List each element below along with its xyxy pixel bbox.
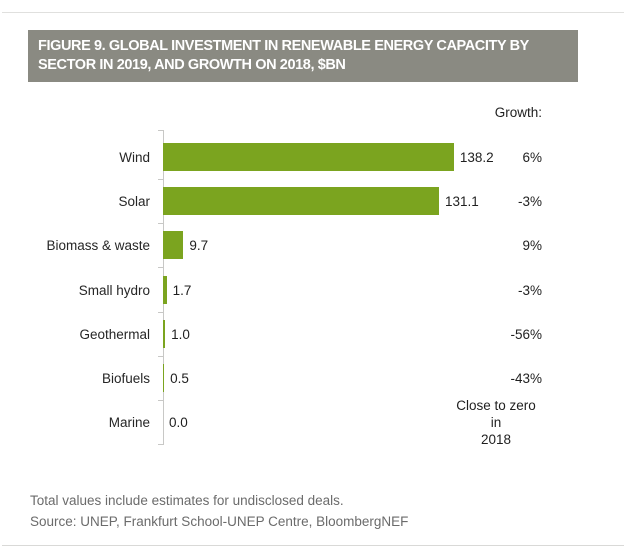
figure-title-line1: FIGURE 9. GLOBAL INVESTMENT IN RENEWABLE… [38, 38, 529, 54]
figure-title-line2: SECTOR IN 2019, AND GROWTH ON 2018, $BN [38, 57, 346, 73]
footer-note: Total values include estimates for undis… [30, 493, 344, 508]
figure-title-box: FIGURE 9. GLOBAL INVESTMENT IN RENEWABLE… [28, 30, 578, 82]
category-label-biofuels: Biofuels [101, 370, 150, 386]
bar-biomass-waste [163, 231, 184, 259]
figure-footer: Total values include estimates for undis… [30, 490, 408, 532]
page-edge-bottom [2, 545, 624, 546]
value-label-geothermal: 1.0 [171, 326, 190, 342]
bar-biofuels [163, 364, 165, 392]
category-label-wind: Wind [119, 149, 150, 165]
growth-column-header: Growth: [494, 105, 542, 120]
chart-row-small-hydro: Small hydro 1.7 -3% [0, 268, 545, 312]
growth-value-biomass-waste: 9% [522, 237, 542, 253]
axis-tick [158, 130, 163, 131]
chart-row-geothermal: Geothermal 1.0 -56% [0, 312, 545, 356]
chart-row-marine: Marine 0.0 Close to zero in 2018 [0, 398, 545, 447]
category-label-solar: Solar [118, 193, 150, 209]
value-label-solar: 131.1 [445, 193, 479, 209]
chart-row-biofuels: Biofuels 0.5 -43% [0, 356, 545, 400]
category-label-marine: Marine [108, 414, 150, 430]
bar-solar [163, 187, 439, 215]
axis-tick [158, 179, 163, 180]
chart-row-wind: Wind 138.2 6% [0, 135, 545, 179]
category-label-small-hydro: Small hydro [78, 282, 150, 298]
bar-small-hydro [163, 276, 167, 304]
growth-value-wind: 6% [522, 149, 542, 165]
axis-tick [158, 223, 163, 224]
value-label-wind: 138.2 [459, 149, 494, 165]
growth-value-solar: -3% [517, 193, 542, 209]
growth-value-geothermal: -56% [510, 326, 542, 342]
value-label-marine: 0.0 [169, 414, 188, 430]
bar-wind [163, 143, 454, 171]
bar-geothermal [163, 320, 166, 348]
value-label-biomass-waste: 9.7 [189, 237, 209, 253]
chart-row-solar: Solar 131.1 -3% [0, 179, 545, 223]
category-label-biomass-waste: Biomass & waste [46, 237, 150, 253]
axis-tick [158, 267, 163, 268]
value-label-small-hydro: 1.7 [172, 282, 192, 298]
axis-tick [158, 356, 163, 357]
chart-row-biomass-waste: Biomass & waste 9.7 9% [0, 223, 545, 267]
axis-tick [158, 312, 163, 313]
footer-source: Source: UNEP, Frankfurt School-UNEP Cent… [30, 514, 409, 529]
axis-tick [158, 444, 163, 445]
page-edge-top [2, 12, 624, 13]
value-label-biofuels: 0.5 [170, 370, 189, 386]
growth-value-small-hydro: -3% [517, 282, 542, 298]
growth-value-biofuels: -43% [510, 370, 542, 386]
category-label-geothermal: Geothermal [79, 326, 150, 342]
axis-tick [158, 400, 163, 401]
growth-value-marine: Close to zero in 2018 [456, 397, 536, 447]
